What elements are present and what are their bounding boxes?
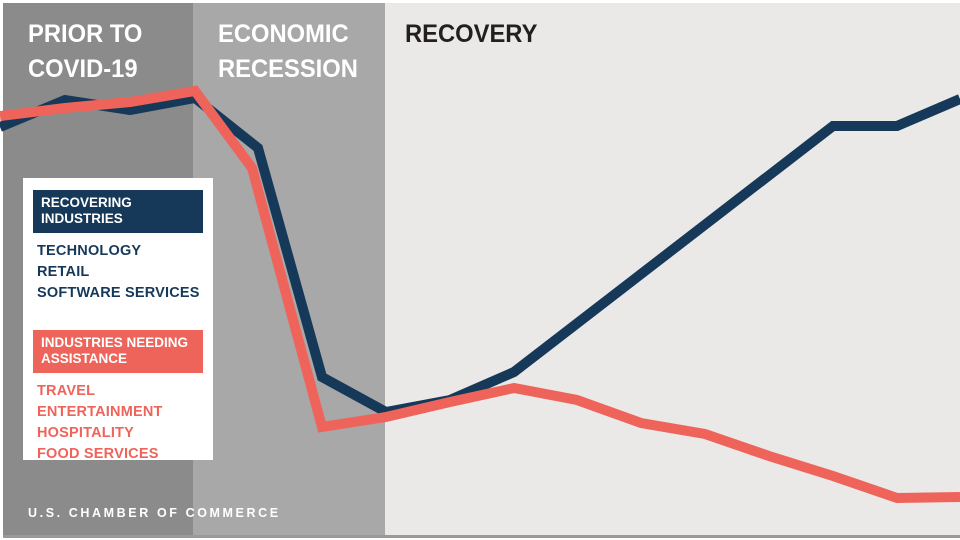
phase-recovery-line1: RECOVERY (405, 20, 538, 48)
legend-header-industries-needing-assistance: INDUSTRIES NEEDING ASSISTANCE (33, 330, 203, 373)
phase-prior-line1: PRIOR TO (28, 20, 143, 48)
legend-list-recovering: TECHNOLOGY RETAIL SOFTWARE SERVICES (33, 241, 203, 304)
chart-baseline (3, 535, 960, 538)
phase-label-economic-recession: ECONOMIC RECESSION (218, 17, 380, 87)
band-recovery (385, 3, 960, 535)
phase-label-recovery: RECOVERY (405, 17, 690, 52)
legend-item-retail: RETAIL (37, 264, 90, 280)
legend-item-hospitality: HOSPITALITY (37, 425, 134, 441)
legend-item-entertainment: ENTERTAINMENT (37, 404, 163, 420)
legend-list-assistance: TRAVEL ENTERTAINMENT HOSPITALITY FOOD SE… (33, 381, 203, 465)
legend-box: RECOVERING INDUSTRIES TECHNOLOGY RETAIL … (23, 178, 213, 462)
phase-recession-line2: RECESSION (218, 55, 358, 83)
line-industries-needing-assistance (0, 85, 960, 504)
source-attribution: U.S. CHAMBER OF COMMERCE (28, 506, 281, 520)
legend-header-recovering-industries: RECOVERING INDUSTRIES (33, 190, 203, 233)
phase-recession-line1: ECONOMIC (218, 20, 349, 48)
phase-prior-line2: COVID-19 (28, 55, 138, 83)
line-recovering-industries (0, 92, 960, 418)
legend-item-software-services: SOFTWARE SERVICES (37, 285, 200, 301)
legend-item-travel: TRAVEL (37, 383, 96, 399)
legend-item-food-services: FOOD SERVICES (37, 446, 159, 462)
phase-label-prior-to-covid: PRIOR TO COVID-19 (28, 17, 180, 87)
legend-item-technology: TECHNOLOGY (37, 243, 142, 259)
